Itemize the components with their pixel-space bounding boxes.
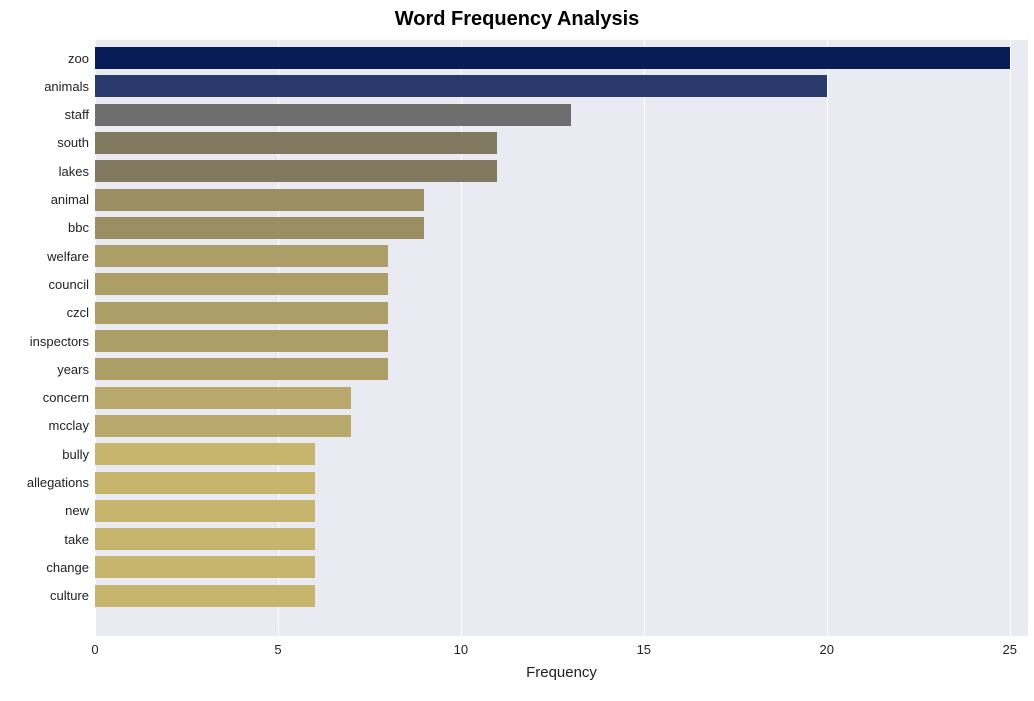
y-category-label: south bbox=[57, 135, 89, 150]
x-axis-title: Frequency bbox=[512, 664, 612, 681]
plot-area bbox=[95, 40, 1028, 636]
y-category-label: inspectors bbox=[30, 334, 89, 349]
bar bbox=[95, 443, 315, 465]
x-tick-label: 5 bbox=[274, 642, 281, 657]
bar bbox=[95, 245, 388, 267]
bar bbox=[95, 330, 388, 352]
bar bbox=[95, 104, 571, 126]
y-category-label: years bbox=[57, 362, 89, 377]
x-tick-label: 10 bbox=[454, 642, 468, 657]
y-category-label: council bbox=[49, 277, 89, 292]
x-tick-label: 20 bbox=[820, 642, 834, 657]
bar bbox=[95, 160, 497, 182]
y-category-label: bbc bbox=[68, 220, 89, 235]
y-category-label: zoo bbox=[68, 51, 89, 66]
y-category-label: staff bbox=[65, 107, 89, 122]
grid-line bbox=[827, 40, 828, 636]
y-category-label: change bbox=[46, 560, 89, 575]
bar bbox=[95, 528, 315, 550]
bar bbox=[95, 358, 388, 380]
grid-line bbox=[644, 40, 645, 636]
bar bbox=[95, 585, 315, 607]
bar bbox=[95, 189, 424, 211]
y-category-label: bully bbox=[62, 447, 89, 462]
y-category-label: new bbox=[65, 503, 89, 518]
bar bbox=[95, 47, 1010, 69]
y-category-label: animals bbox=[44, 79, 89, 94]
bar bbox=[95, 273, 388, 295]
bar bbox=[95, 132, 497, 154]
y-category-label: czcl bbox=[67, 305, 89, 320]
chart-title: Word Frequency Analysis bbox=[0, 8, 1034, 31]
y-category-label: concern bbox=[43, 390, 89, 405]
bar bbox=[95, 387, 351, 409]
y-category-label: welfare bbox=[47, 249, 89, 264]
bar bbox=[95, 75, 827, 97]
bar bbox=[95, 472, 315, 494]
bar bbox=[95, 500, 315, 522]
y-category-label: animal bbox=[51, 192, 89, 207]
x-tick-label: 25 bbox=[1002, 642, 1016, 657]
x-tick-label: 15 bbox=[637, 642, 651, 657]
bar bbox=[95, 415, 351, 437]
word-frequency-chart: Word Frequency Analysis Frequency 0 5 10 15… bbox=[0, 0, 1034, 701]
grid-line bbox=[461, 40, 462, 636]
y-category-label: mcclay bbox=[49, 418, 89, 433]
y-category-label: allegations bbox=[27, 475, 89, 490]
y-category-label: lakes bbox=[59, 164, 89, 179]
bar bbox=[95, 217, 424, 239]
bar bbox=[95, 302, 388, 324]
y-category-label: culture bbox=[50, 588, 89, 603]
y-category-label: take bbox=[64, 532, 89, 547]
bar bbox=[95, 556, 315, 578]
grid-line bbox=[1010, 40, 1011, 636]
x-tick-label: 0 bbox=[91, 642, 98, 657]
